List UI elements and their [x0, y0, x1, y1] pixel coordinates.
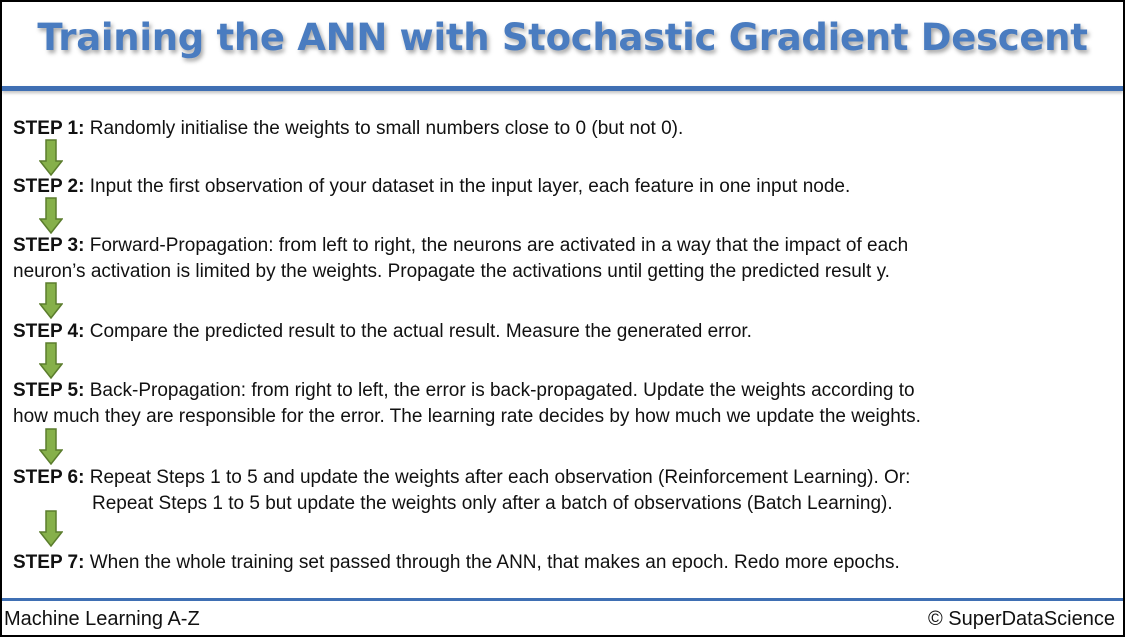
- step-1: STEP 1: Randomly initialise the weights …: [13, 116, 683, 142]
- step-3: STEP 3: Forward-Propagation: from left t…: [13, 233, 908, 285]
- footer-copyright: © SuperDataScience: [927, 608, 1115, 630]
- step-2-label: STEP 2:: [13, 176, 85, 197]
- step-4: STEP 4: Compare the predicted result to …: [13, 319, 752, 345]
- step-6-label: STEP 6:: [13, 467, 85, 488]
- step-7-label: STEP 7:: [13, 552, 85, 573]
- step-3-label: STEP 3:: [13, 235, 85, 256]
- step-7-text: When the whole training set passed throu…: [89, 552, 900, 573]
- title-divider: [2, 86, 1123, 91]
- step-5-text-line-2: how much they are responsible for the er…: [13, 406, 921, 427]
- down-arrow-icon: [39, 428, 63, 465]
- down-arrow-icon: [39, 510, 63, 547]
- down-arrow-icon: [39, 139, 63, 176]
- footer-course-name: Machine Learning A-Z: [4, 608, 200, 630]
- step-5-label: STEP 5:: [13, 380, 85, 401]
- step-6: STEP 6: Repeat Steps 1 to 5 and update t…: [13, 465, 910, 517]
- step-4-label: STEP 4:: [13, 321, 85, 342]
- down-arrow-icon: [39, 197, 63, 234]
- step-3-text-line-2: neuron’s activation is limited by the we…: [13, 261, 890, 282]
- down-arrow-icon: [39, 342, 63, 379]
- step-3-text-line-1: Forward-Propagation: from left to right,…: [89, 235, 909, 256]
- step-5: STEP 5: Back-Propagation: from right to …: [13, 378, 921, 430]
- step-6-text-line-1: Repeat Steps 1 to 5 and update the weigh…: [89, 467, 911, 488]
- step-1-text: Randomly initialise the weights to small…: [89, 118, 684, 139]
- down-arrow-icon: [39, 282, 63, 319]
- step-2-text: Input the first observation of your data…: [89, 176, 851, 197]
- step-2: STEP 2: Input the first observation of y…: [13, 174, 850, 200]
- page-title: Training the ANN with Stochastic Gradien…: [37, 16, 1088, 59]
- step-4-text: Compare the predicted result to the actu…: [89, 321, 752, 342]
- step-1-label: STEP 1:: [13, 118, 85, 139]
- step-7: STEP 7: When the whole training set pass…: [13, 550, 900, 576]
- footer-divider: [2, 598, 1123, 601]
- step-6-text-line-2: Repeat Steps 1 to 5 but update the weigh…: [92, 493, 893, 514]
- step-5-text-line-1: Back-Propagation: from right to left, th…: [89, 380, 915, 401]
